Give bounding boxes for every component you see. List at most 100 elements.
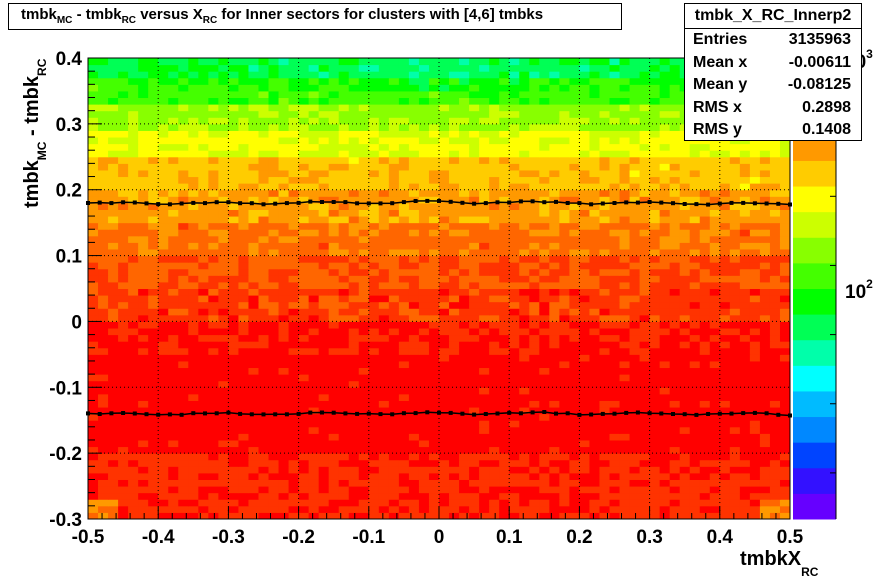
heatmap-cell — [248, 163, 259, 171]
heatmap-cell — [519, 262, 530, 270]
heatmap-cell — [138, 374, 149, 382]
heatmap-cell — [599, 64, 610, 72]
heatmap-cell — [569, 222, 580, 230]
heatmap-cell — [388, 466, 400, 474]
heatmap-cell — [428, 367, 440, 375]
profile-point — [507, 200, 512, 205]
heatmap-cell — [719, 459, 731, 467]
heatmap-cell — [529, 268, 540, 276]
heatmap-cell — [609, 183, 621, 191]
heatmap-cell — [188, 281, 199, 289]
heatmap-cell — [338, 235, 350, 243]
heatmap-cell — [709, 479, 721, 487]
heatmap-cell — [629, 492, 641, 500]
heatmap-cell — [228, 439, 239, 448]
heatmap-cell — [509, 130, 520, 138]
heatmap-cell — [549, 301, 560, 309]
heatmap-cell — [459, 97, 470, 105]
heatmap-cell — [88, 459, 99, 467]
heatmap-cell — [749, 367, 761, 375]
heatmap-cell — [88, 400, 99, 408]
heatmap-cell — [398, 387, 410, 395]
heatmap-cell — [258, 499, 270, 507]
heatmap-cell — [308, 479, 320, 487]
heatmap-cell — [398, 367, 410, 375]
heatmap-cell — [719, 433, 731, 441]
heatmap-cell — [749, 453, 761, 461]
heatmap-cell — [569, 499, 580, 507]
heatmap-cell — [258, 380, 270, 388]
heatmap-cell — [358, 169, 370, 178]
heatmap-cell — [188, 262, 199, 270]
heatmap-cell — [228, 84, 239, 92]
heatmap-cell — [148, 248, 159, 257]
heatmap-cell — [388, 334, 400, 342]
heatmap-cell — [479, 288, 490, 296]
heatmap-cell — [459, 308, 470, 316]
heatmap-cell — [629, 58, 641, 66]
heatmap-cell — [459, 58, 470, 66]
heatmap-cell — [268, 407, 280, 415]
heatmap-cell — [88, 143, 99, 151]
heatmap-cell — [779, 268, 791, 276]
heatmap-cell — [449, 222, 460, 230]
heatmap-cell — [348, 492, 360, 500]
heatmap-cell — [719, 314, 731, 322]
heatmap-cell — [469, 84, 480, 92]
heatmap-cell — [649, 387, 661, 395]
heatmap-cell — [98, 169, 109, 178]
heatmap-cell — [609, 104, 621, 112]
heatmap-cell — [188, 295, 199, 303]
heatmap-cell — [348, 472, 360, 480]
heatmap-cell — [539, 202, 550, 210]
heatmap-cell — [378, 347, 390, 355]
heatmap-cell — [599, 354, 610, 362]
heatmap-cell — [729, 354, 741, 362]
heatmap-cell — [589, 268, 600, 276]
heatmap-cell — [258, 453, 270, 461]
heatmap-cell — [338, 367, 350, 375]
heatmap-cell — [649, 354, 661, 362]
heatmap-cell — [128, 459, 139, 467]
heatmap-cell — [549, 466, 560, 474]
heatmap-cell — [148, 58, 159, 66]
heatmap-cell — [188, 275, 199, 283]
heatmap-cell — [629, 275, 641, 283]
heatmap-cell — [699, 281, 711, 289]
heatmap-cell — [378, 505, 390, 513]
heatmap-cell — [719, 505, 731, 513]
heatmap-cell — [428, 117, 440, 125]
heatmap-cell — [328, 374, 340, 382]
heatmap-cell — [779, 189, 791, 197]
heatmap-cell — [368, 328, 380, 336]
heatmap-cell — [168, 380, 179, 388]
heatmap-cell — [439, 328, 450, 336]
heatmap-cell — [599, 387, 610, 395]
heatmap-cell — [509, 143, 520, 151]
heatmap-cell — [719, 229, 731, 237]
heatmap-cell — [529, 393, 540, 401]
heatmap-cell — [88, 255, 99, 263]
heatmap-cell — [609, 137, 621, 145]
heatmap-cell — [178, 71, 189, 79]
heatmap-cell — [649, 420, 661, 428]
heatmap-cell — [539, 321, 550, 329]
heatmap-cell — [158, 314, 169, 322]
heatmap-cell — [288, 512, 300, 520]
heatmap-cell — [158, 248, 169, 257]
heatmap-cell — [178, 110, 189, 118]
heatmap-cell — [358, 130, 370, 138]
heatmap-cell — [378, 492, 390, 500]
heatmap-cell — [398, 360, 410, 369]
heatmap-cell — [669, 169, 681, 178]
heatmap-cell — [148, 130, 159, 138]
heatmap-cell — [439, 439, 450, 448]
heatmap-cell — [749, 275, 761, 283]
heatmap-cell — [248, 334, 259, 342]
heatmap-cell — [268, 156, 280, 164]
heatmap-cell — [649, 275, 661, 283]
heatmap-cell — [268, 84, 280, 92]
heatmap-cell — [739, 453, 751, 461]
heatmap-cell — [539, 426, 550, 434]
heatmap-cell — [729, 466, 741, 474]
